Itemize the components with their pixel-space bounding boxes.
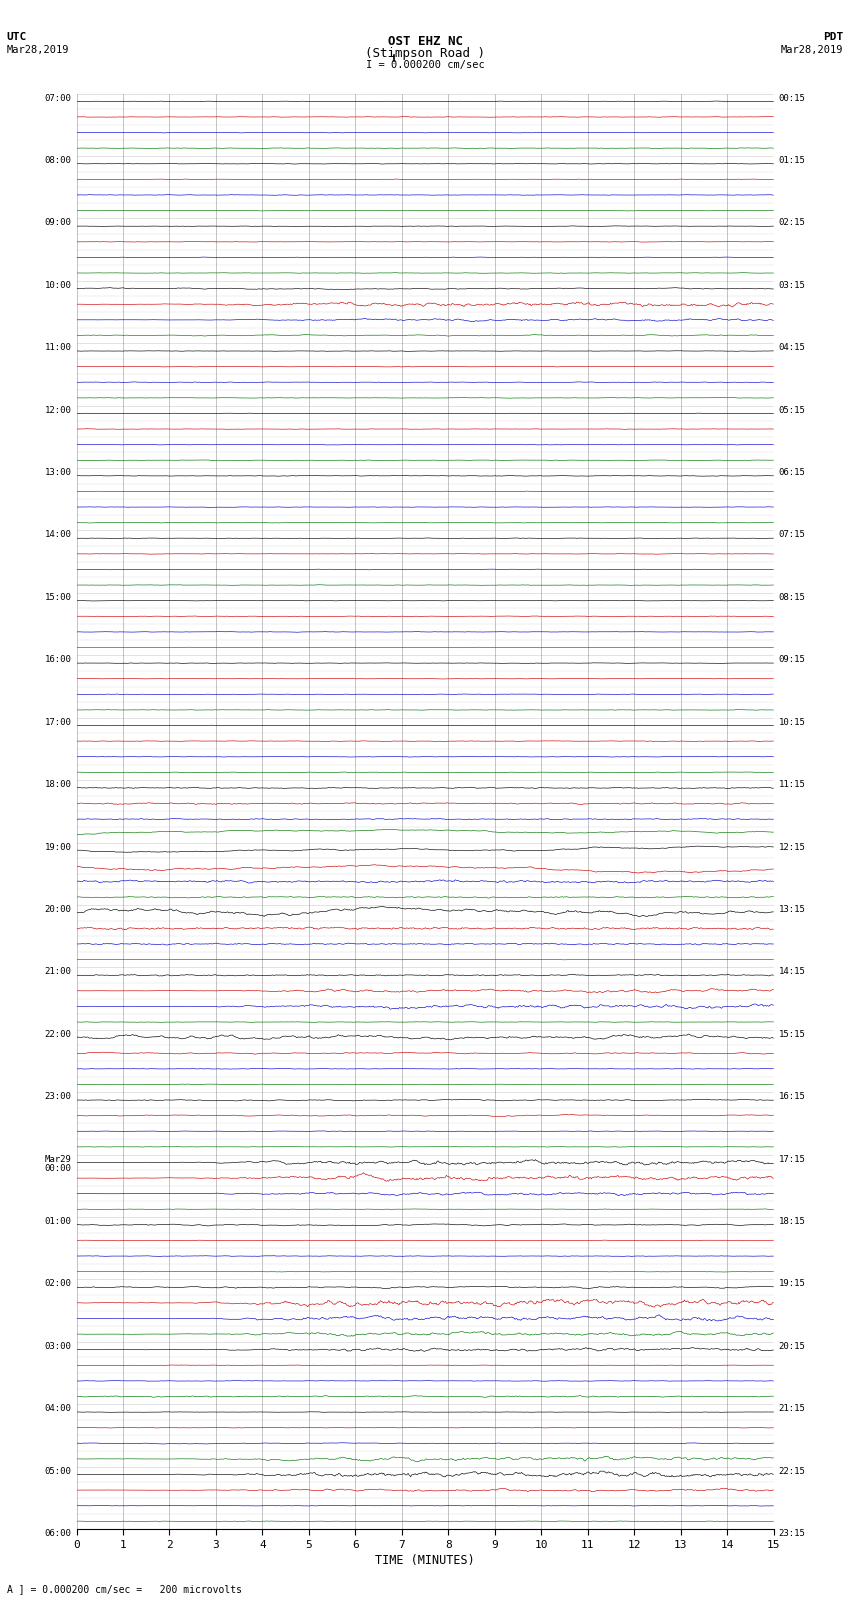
Text: 17:15: 17:15 (779, 1155, 805, 1163)
Text: 07:15: 07:15 (779, 531, 805, 539)
Text: 22:00: 22:00 (45, 1029, 71, 1039)
Text: 03:15: 03:15 (779, 281, 805, 290)
Text: I = 0.000200 cm/sec: I = 0.000200 cm/sec (366, 60, 484, 69)
Text: 04:00: 04:00 (45, 1405, 71, 1413)
Text: 12:00: 12:00 (45, 405, 71, 415)
Text: Mar28,2019: Mar28,2019 (7, 45, 70, 55)
Text: 04:15: 04:15 (779, 344, 805, 352)
Text: Mar29
00:00: Mar29 00:00 (45, 1155, 71, 1173)
Text: 16:15: 16:15 (779, 1092, 805, 1102)
Text: 05:15: 05:15 (779, 405, 805, 415)
Text: 23:15: 23:15 (779, 1529, 805, 1539)
Text: 22:15: 22:15 (779, 1466, 805, 1476)
Text: 11:15: 11:15 (779, 781, 805, 789)
Text: 20:00: 20:00 (45, 905, 71, 915)
Text: 12:15: 12:15 (779, 842, 805, 852)
Text: 00:15: 00:15 (779, 94, 805, 103)
Text: 14:00: 14:00 (45, 531, 71, 539)
Text: 03:00: 03:00 (45, 1342, 71, 1350)
Text: 09:15: 09:15 (779, 655, 805, 665)
Text: 19:00: 19:00 (45, 842, 71, 852)
Text: 06:15: 06:15 (779, 468, 805, 477)
Text: 18:00: 18:00 (45, 781, 71, 789)
Text: 15:15: 15:15 (779, 1029, 805, 1039)
Text: 21:00: 21:00 (45, 968, 71, 976)
Text: 21:15: 21:15 (779, 1405, 805, 1413)
Text: 10:15: 10:15 (779, 718, 805, 727)
Text: 02:00: 02:00 (45, 1279, 71, 1289)
Text: 01:00: 01:00 (45, 1218, 71, 1226)
Text: 05:00: 05:00 (45, 1466, 71, 1476)
Text: UTC: UTC (7, 32, 27, 42)
Text: Mar28,2019: Mar28,2019 (780, 45, 843, 55)
Text: 23:00: 23:00 (45, 1092, 71, 1102)
Text: 02:15: 02:15 (779, 218, 805, 227)
Text: 01:15: 01:15 (779, 156, 805, 165)
Text: PDT: PDT (823, 32, 843, 42)
Text: 13:15: 13:15 (779, 905, 805, 915)
Text: 06:00: 06:00 (45, 1529, 71, 1539)
Text: 19:15: 19:15 (779, 1279, 805, 1289)
Text: A ] = 0.000200 cm/sec =   200 microvolts: A ] = 0.000200 cm/sec = 200 microvolts (7, 1584, 241, 1594)
Text: 17:00: 17:00 (45, 718, 71, 727)
Text: 14:15: 14:15 (779, 968, 805, 976)
Text: (Stimpson Road ): (Stimpson Road ) (365, 47, 485, 60)
Text: 20:15: 20:15 (779, 1342, 805, 1350)
Text: 08:00: 08:00 (45, 156, 71, 165)
Text: 13:00: 13:00 (45, 468, 71, 477)
Text: 07:00: 07:00 (45, 94, 71, 103)
Text: 09:00: 09:00 (45, 218, 71, 227)
Text: 11:00: 11:00 (45, 344, 71, 352)
Text: 08:15: 08:15 (779, 594, 805, 602)
X-axis label: TIME (MINUTES): TIME (MINUTES) (375, 1553, 475, 1566)
Text: 10:00: 10:00 (45, 281, 71, 290)
Text: 15:00: 15:00 (45, 594, 71, 602)
Text: OST EHZ NC: OST EHZ NC (388, 35, 462, 48)
Text: 18:15: 18:15 (779, 1218, 805, 1226)
Text: 16:00: 16:00 (45, 655, 71, 665)
